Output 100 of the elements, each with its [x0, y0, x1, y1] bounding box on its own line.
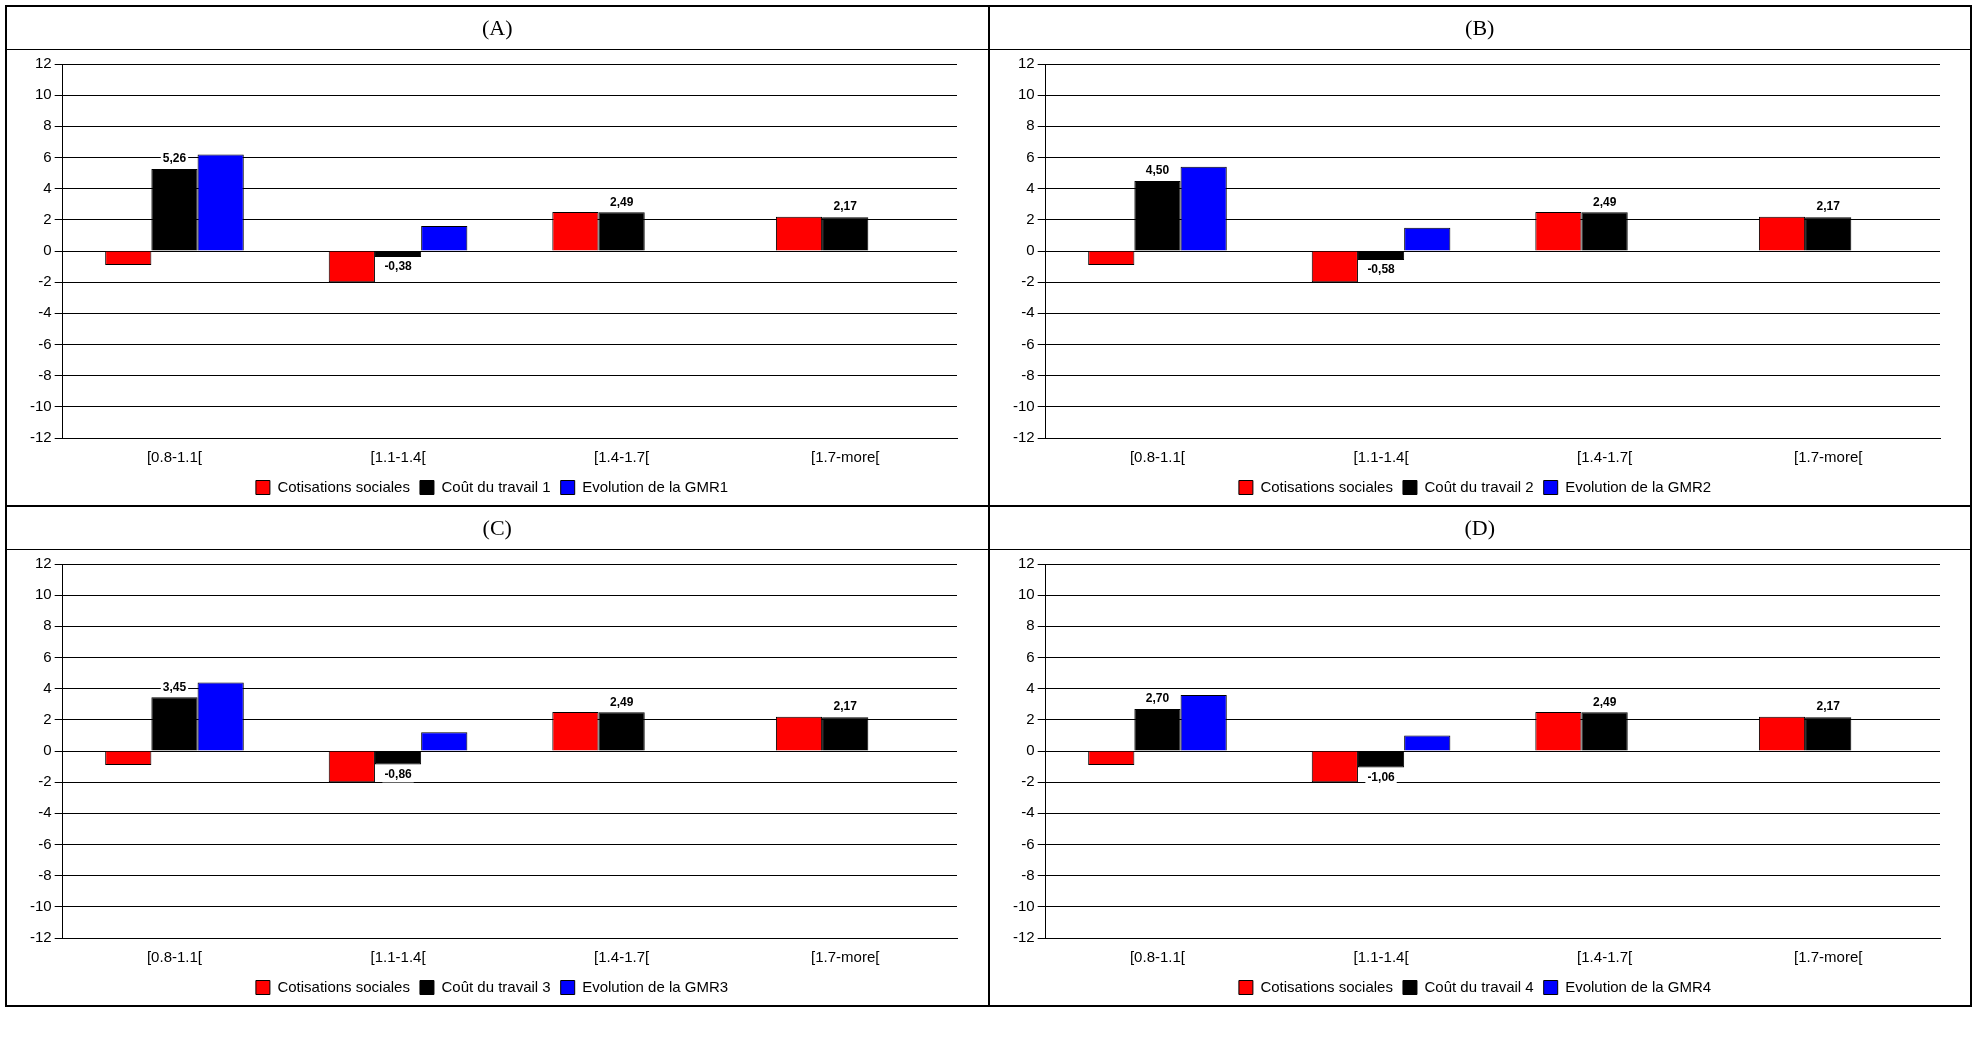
data-label: 5,26 [163, 151, 187, 166]
data-label: 2,49 [610, 194, 634, 209]
data-label: 2,49 [1592, 694, 1617, 709]
y-tick-label: -2 [1021, 272, 1035, 290]
y-tick-label: -2 [38, 272, 52, 290]
data-label: 2,70 [1145, 691, 1170, 706]
y-tick-label: -4 [1021, 303, 1035, 321]
x-tick-label: [0.8-1.1[ [1129, 448, 1186, 466]
y-tick-label: 12 [1017, 554, 1035, 572]
y-tick-label: -10 [1012, 396, 1035, 414]
y-tick-label: 12 [35, 54, 52, 72]
data-label: 2,17 [833, 199, 858, 214]
data-label: 2,17 [833, 699, 858, 714]
data-label: 3,45 [163, 679, 187, 694]
y-tick-label: 0 [43, 241, 52, 259]
y-tick-label: 8 [1026, 116, 1035, 134]
legend-label: Cotisations sociales [277, 977, 411, 995]
y-tick-label: -2 [1021, 772, 1035, 790]
y-tick-label: 2 [1026, 709, 1035, 727]
legend-label: Cotisations sociales [1260, 977, 1393, 995]
y-tick-label: 8 [43, 116, 52, 134]
y-tick-label: -6 [38, 834, 52, 852]
legend-label: Evolution de la GMR3 [582, 977, 729, 995]
y-tick-label: 12 [35, 554, 52, 572]
y-tick-label: 12 [1017, 54, 1035, 72]
x-tick-label: [0.8-1.1[ [147, 448, 204, 466]
x-tick-label: [1.1-1.4[ [370, 448, 427, 466]
legend-label: Coût du travail 3 [441, 977, 551, 995]
y-tick-label: 6 [1026, 647, 1035, 665]
y-tick-label: -8 [38, 365, 52, 383]
y-tick-label: 10 [1017, 585, 1035, 603]
y-tick-label: -8 [1021, 865, 1035, 883]
legend-label: Cotisations sociales [1260, 477, 1393, 495]
x-tick-label: [1.4-1.7[ [594, 448, 651, 466]
y-tick-label: 10 [35, 85, 52, 103]
y-tick-label: -10 [30, 396, 52, 414]
x-tick-label: [1.7-more[ [811, 448, 881, 466]
x-tick-label: [1.1-1.4[ [370, 948, 427, 966]
legend-label: Coût du travail 4 [1424, 977, 1534, 995]
x-tick-label: [0.8-1.1[ [1129, 948, 1186, 966]
data-label: -0,38 [384, 259, 413, 274]
chart-title: (C) [7, 507, 988, 550]
y-tick-label: 8 [1026, 616, 1035, 634]
y-tick-label: 4 [43, 678, 52, 696]
x-tick-label: [1.4-1.7[ [594, 948, 651, 966]
data-label: 2,17 [1816, 199, 1840, 214]
x-tick-label: [1.4-1.7[ [1576, 448, 1633, 466]
y-tick-label: 4 [1026, 678, 1035, 696]
y-tick-label: -6 [1021, 834, 1035, 852]
y-tick-label: -12 [1012, 928, 1035, 946]
y-tick-label: 4 [1026, 178, 1035, 196]
y-tick-label: 0 [1026, 241, 1035, 259]
data-label: 2,49 [610, 694, 634, 709]
y-tick-label: -4 [38, 303, 52, 321]
y-tick-label: 0 [1026, 741, 1035, 759]
x-tick-label: [0.8-1.1[ [147, 948, 204, 966]
y-tick-label: 10 [1017, 85, 1035, 103]
y-tick-label: -6 [1021, 334, 1035, 352]
legend-label: Cotisations sociales [277, 477, 411, 495]
y-tick-label: 0 [43, 741, 52, 759]
x-tick-label: [1.7-more[ [1793, 948, 1863, 966]
y-tick-label: 4 [43, 178, 52, 196]
y-tick-label: -4 [1021, 803, 1035, 821]
y-tick-label: -8 [38, 865, 52, 883]
y-tick-label: -12 [30, 928, 52, 946]
data-label: 4,50 [1145, 163, 1170, 178]
chart-title: (B) [989, 7, 1970, 50]
data-label: -1,06 [1367, 769, 1395, 784]
x-tick-label: [1.1-1.4[ [1353, 948, 1410, 966]
y-tick-label: 6 [43, 647, 52, 665]
chart-title: (D) [989, 507, 1970, 550]
legend-label: Evolution de la GMR1 [582, 477, 729, 495]
data-label: 2,49 [1592, 194, 1617, 209]
y-tick-label: -8 [1021, 365, 1035, 383]
data-label: 2,17 [1816, 699, 1840, 714]
y-tick-label: 2 [1026, 209, 1035, 227]
y-tick-label: -4 [38, 803, 52, 821]
chart-title: (A) [7, 7, 988, 50]
data-label: -0,86 [384, 766, 413, 781]
legend-label: Coût du travail 2 [1424, 477, 1534, 495]
x-tick-label: [1.7-more[ [811, 948, 881, 966]
y-tick-label: -10 [30, 896, 52, 914]
legend-label: Coût du travail 1 [441, 477, 551, 495]
y-tick-label: 6 [43, 147, 52, 165]
y-tick-label: -2 [38, 772, 52, 790]
y-tick-label: -6 [38, 334, 52, 352]
y-tick-label: 10 [35, 585, 52, 603]
y-tick-label: -10 [1012, 896, 1035, 914]
y-tick-label: 6 [1026, 147, 1035, 165]
y-tick-label: -12 [30, 428, 52, 446]
y-tick-label: 2 [43, 709, 52, 727]
x-tick-label: [1.4-1.7[ [1576, 948, 1633, 966]
legend-label: Evolution de la GMR4 [1564, 977, 1711, 995]
y-tick-label: 8 [43, 616, 52, 634]
y-tick-label: 2 [43, 209, 52, 227]
x-tick-label: [1.7-more[ [1793, 448, 1863, 466]
x-tick-label: [1.1-1.4[ [1353, 448, 1410, 466]
data-label: -0,58 [1367, 262, 1395, 277]
legend-label: Evolution de la GMR2 [1564, 477, 1711, 495]
y-tick-label: -12 [1012, 428, 1035, 446]
